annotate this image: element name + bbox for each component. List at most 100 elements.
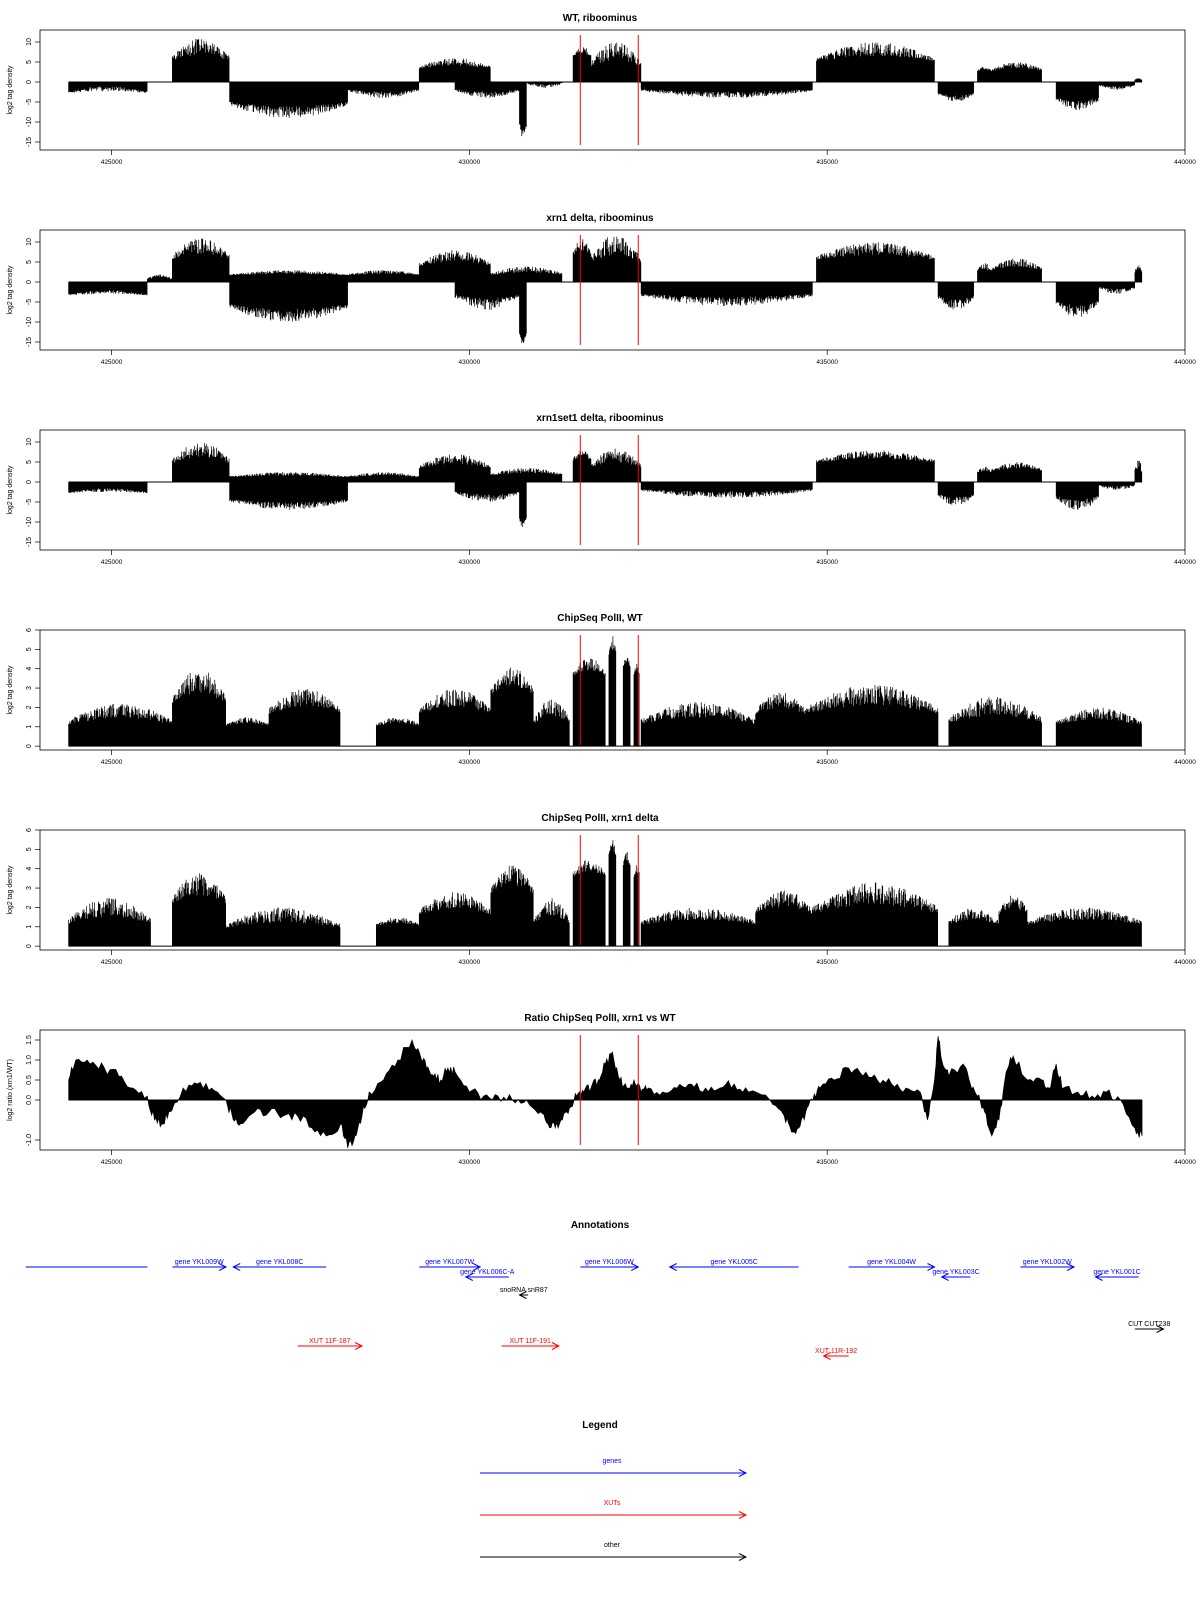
- feature-gene-ykl005c: gene YKL005C: [668, 1259, 799, 1271]
- feature-gene-ykl003c: gene YKL003C: [932, 1269, 980, 1281]
- y-tick-label: 1: [26, 925, 33, 929]
- legend-title: Legend: [582, 1420, 618, 1431]
- y-tick-label: 2: [26, 905, 33, 909]
- ratio-area: [68, 1035, 1143, 1149]
- feature-label: gene YKL003C: [932, 1269, 979, 1276]
- feature-gene-ykl008c: gene YKL008C: [232, 1259, 327, 1271]
- plot-frame: [39, 29, 1186, 151]
- plot-frame: [39, 829, 1186, 951]
- y-tick-label: 0.0: [26, 1095, 33, 1105]
- feature-label: gene YKL006W: [585, 1259, 634, 1266]
- y-tick-label: 0: [26, 480, 33, 484]
- panel-6: Ratio ChipSeq PolII, xrn1 vs WT log2 rati…: [7, 1013, 1196, 1166]
- panel-4: ChipSeq PolII, WT log2 tag density 0 1 2 3 4 5 6…: [7, 613, 1196, 766]
- y-tick-label: -10: [26, 117, 33, 127]
- y-tick-label: 0.5: [26, 1075, 33, 1085]
- feature-gene-ykl006c-a: gene YKL006C-A: [460, 1269, 515, 1281]
- x-tick-label: 425000: [101, 559, 123, 566]
- y-tick-label: -1.0: [26, 1134, 33, 1146]
- y-tick-label: -5: [26, 299, 33, 305]
- plot-frame: [39, 629, 1186, 751]
- arrow-right-icon: [738, 1511, 748, 1519]
- density-bars: [68, 443, 1143, 527]
- y-tick-label: 0: [26, 944, 33, 948]
- arrow-right-icon: [738, 1553, 748, 1561]
- x-tick-label: 435000: [816, 759, 838, 766]
- y-tick-label: 3: [26, 686, 33, 690]
- density-bars: [68, 840, 1142, 947]
- y-tick-label: -10: [26, 317, 33, 327]
- feature-gene-ykl004w: gene YKL004W: [848, 1259, 936, 1271]
- arrow-right-icon: [1156, 1325, 1165, 1333]
- y-tick-label: -15: [26, 337, 33, 347]
- y-tick-label: 0: [26, 744, 33, 748]
- annotations-track: Annotations gene YKL009W gene YKL008C gene …: [25, 1220, 1170, 1360]
- panel-title: WT, riboominus: [563, 13, 638, 24]
- y-axis-label: log2 tag density: [7, 65, 14, 115]
- feature-gene-ykl002w: gene YKL002W: [1020, 1259, 1076, 1271]
- feature-label: gene YKL004W: [867, 1259, 916, 1266]
- plot-frame: [39, 1029, 1186, 1151]
- plot-frame: [39, 229, 1186, 351]
- panel-5: ChipSeq PolII, xrn1 delta log2 tag densit…: [7, 813, 1196, 966]
- y-axis-label: log2 tag density: [7, 465, 14, 515]
- y-tick-label: 6: [26, 628, 33, 632]
- legend: Legend genes XUTs other: [480, 1420, 748, 1561]
- feature-label: XUT 11F-187: [309, 1338, 350, 1345]
- y-tick-label: 0: [26, 280, 33, 284]
- x-tick-label: 435000: [816, 1159, 838, 1166]
- arrow-left-icon: [1094, 1273, 1103, 1281]
- feature-label: gene YKL002W: [1023, 1259, 1072, 1266]
- feature-gene-ykl007w: gene YKL007W: [419, 1259, 482, 1271]
- arrow-right-icon: [738, 1469, 748, 1477]
- arrow-right-icon: [551, 1342, 560, 1350]
- x-tick-label: 435000: [816, 159, 838, 166]
- feature-xut-11f-191: XUT 11F-191: [501, 1338, 560, 1350]
- arrow-right-icon: [1066, 1263, 1076, 1271]
- x-tick-label: 430000: [459, 359, 481, 366]
- arrow-right-icon: [354, 1342, 364, 1350]
- panel-title: xrn1 delta, riboominus: [546, 213, 654, 224]
- y-tick-label: -5: [26, 499, 33, 505]
- x-tick-label: 440000: [1174, 959, 1196, 966]
- legend-label: other: [604, 1542, 621, 1549]
- arrow-left-icon: [518, 1291, 527, 1299]
- y-tick-label: 6: [26, 828, 33, 832]
- y-tick-label: -5: [26, 99, 33, 105]
- x-tick-label: 440000: [1174, 1159, 1196, 1166]
- x-tick-label: 430000: [459, 759, 481, 766]
- legend-label: XUTs: [604, 1500, 621, 1507]
- y-axis-label: log2 tag density: [7, 265, 14, 315]
- legend-label: genes: [602, 1458, 622, 1465]
- x-tick-label: 425000: [101, 1159, 123, 1166]
- y-tick-label: 5: [26, 60, 33, 64]
- x-tick-label: 440000: [1174, 159, 1196, 166]
- plot-frame: [39, 429, 1186, 551]
- x-tick-label: 425000: [101, 359, 123, 366]
- y-tick-label: 4: [26, 867, 33, 871]
- feature-label: XUT 11F-191: [510, 1338, 551, 1345]
- y-tick-label: 5: [26, 260, 33, 264]
- arrow-right-icon: [631, 1263, 640, 1271]
- density-bars: [68, 636, 1142, 747]
- panel-1: WT, riboominus log2 tag density 10 5 0 -5 -10 -…: [7, 13, 1196, 166]
- feature-gene-ykl006w: gene YKL006W: [580, 1259, 640, 1271]
- arrow-left-icon: [232, 1263, 241, 1271]
- y-tick-label: 10: [26, 38, 33, 46]
- panel-title: Ratio ChipSeq PolII, xrn1 vs WT: [524, 1013, 675, 1024]
- y-tick-label: 5: [26, 847, 33, 851]
- panel-2: xrn1 delta, riboominus log2 tag density 10…: [7, 213, 1196, 366]
- feature-label: gene YKL005C: [710, 1259, 757, 1266]
- x-tick-label: 430000: [459, 959, 481, 966]
- y-tick-label: 1: [26, 725, 33, 729]
- feature-snorna-snr87: snoRNA snR87: [500, 1287, 548, 1299]
- x-tick-label: 425000: [101, 959, 123, 966]
- feature-gene-ykl009w: gene YKL009W: [172, 1259, 228, 1271]
- y-tick-label: 10: [26, 438, 33, 446]
- x-tick-label: 435000: [816, 959, 838, 966]
- x-tick-label: 430000: [459, 159, 481, 166]
- feature-label: gene YKL006C-A: [460, 1269, 515, 1276]
- x-tick-label: 435000: [816, 559, 838, 566]
- x-tick-label: 440000: [1174, 759, 1196, 766]
